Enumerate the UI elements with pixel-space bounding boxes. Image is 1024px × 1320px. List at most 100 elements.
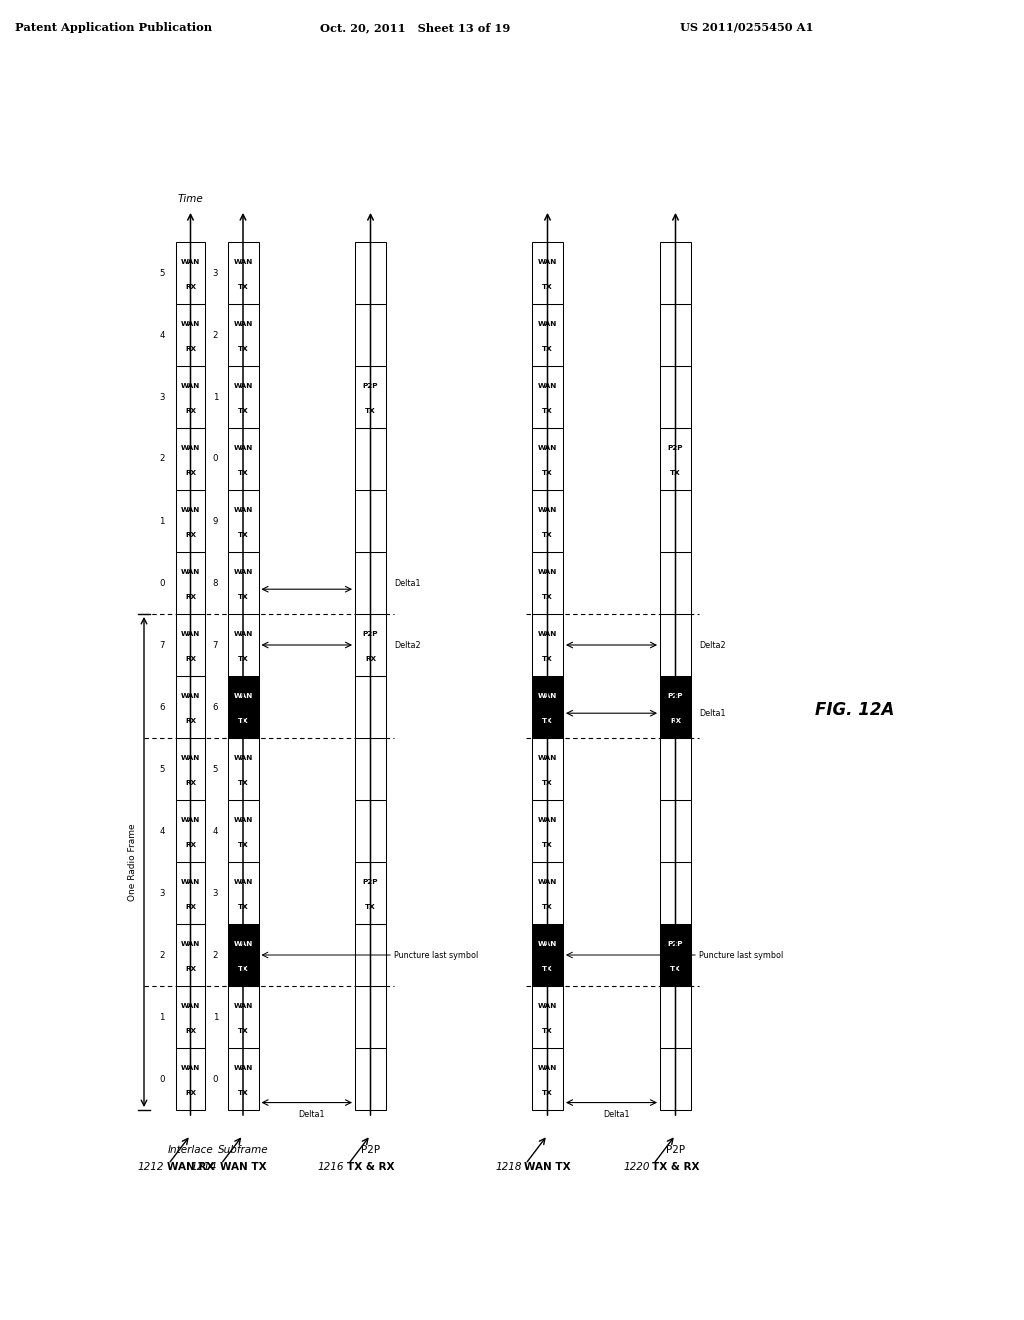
Text: WAN: WAN [538, 569, 557, 576]
Text: Patent Application Publication: Patent Application Publication [15, 22, 212, 33]
Text: TX: TX [238, 780, 249, 787]
Text: RX: RX [185, 1090, 196, 1096]
Bar [227, 924, 258, 986]
Bar [355, 614, 386, 676]
Bar [532, 304, 563, 366]
Text: 8: 8 [213, 578, 218, 587]
Text: 1: 1 [213, 392, 218, 401]
Text: Delta1: Delta1 [299, 1110, 325, 1118]
Text: TX: TX [238, 470, 249, 477]
Bar [532, 1048, 563, 1110]
Bar [660, 986, 691, 1048]
Text: TX: TX [542, 532, 553, 539]
Bar [660, 242, 691, 304]
Bar [227, 676, 258, 738]
Text: RX: RX [185, 780, 196, 787]
Text: WAN: WAN [181, 879, 200, 886]
Text: WAN: WAN [233, 1003, 253, 1010]
Bar [660, 614, 691, 676]
Text: WAN: WAN [538, 817, 557, 824]
Text: Delta2: Delta2 [699, 640, 726, 649]
Bar [660, 738, 691, 800]
Text: WAN: WAN [181, 693, 200, 700]
Text: WAN: WAN [538, 383, 557, 389]
Text: 7: 7 [160, 640, 165, 649]
Text: RX: RX [670, 718, 681, 725]
Text: TX: TX [238, 904, 249, 911]
Text: TX & RX: TX & RX [347, 1162, 394, 1172]
Text: 4: 4 [213, 826, 218, 836]
Bar [176, 1048, 205, 1110]
Text: WAN: WAN [233, 941, 253, 948]
Bar [176, 242, 205, 304]
Bar [660, 490, 691, 552]
Text: Oct. 20, 2011   Sheet 13 of 19: Oct. 20, 2011 Sheet 13 of 19 [319, 22, 510, 33]
Text: TX: TX [238, 718, 249, 725]
Bar [532, 366, 563, 428]
Bar [532, 490, 563, 552]
Bar [176, 428, 205, 490]
Text: P2P: P2P [362, 383, 378, 389]
Text: WAN: WAN [233, 445, 253, 451]
Text: 3: 3 [160, 888, 165, 898]
Text: RX: RX [185, 1028, 196, 1035]
Text: WAN: WAN [233, 383, 253, 389]
Bar [355, 552, 386, 614]
Text: WAN: WAN [538, 507, 557, 513]
Text: 1218: 1218 [495, 1162, 521, 1172]
Text: TX: TX [238, 656, 249, 663]
Text: RX: RX [185, 966, 196, 973]
Bar [227, 862, 258, 924]
Bar [660, 1048, 691, 1110]
Text: 2: 2 [160, 950, 165, 960]
Text: US 2011/0255450 A1: US 2011/0255450 A1 [680, 22, 813, 33]
Text: WAN TX: WAN TX [524, 1162, 570, 1172]
Text: 4: 4 [160, 330, 165, 339]
Text: 1: 1 [213, 1012, 218, 1022]
Text: 9: 9 [213, 516, 218, 525]
Text: WAN: WAN [538, 693, 557, 700]
Text: Delta1: Delta1 [699, 709, 725, 718]
Text: RX: RX [185, 346, 196, 352]
Text: WAN: WAN [538, 879, 557, 886]
Text: Delta1: Delta1 [603, 1110, 630, 1118]
Bar [355, 490, 386, 552]
Text: 1: 1 [160, 1012, 165, 1022]
Text: WAN: WAN [181, 445, 200, 451]
Text: WAN: WAN [538, 1003, 557, 1010]
Text: 0: 0 [160, 1074, 165, 1084]
Bar [227, 1048, 258, 1110]
Text: TX: TX [542, 656, 553, 663]
Bar [532, 738, 563, 800]
Text: RX: RX [185, 656, 196, 663]
Bar [176, 862, 205, 924]
Text: TX: TX [542, 966, 553, 973]
Text: TX: TX [238, 842, 249, 849]
Bar [227, 304, 258, 366]
Text: TX: TX [542, 1028, 553, 1035]
Text: TX & RX: TX & RX [651, 1162, 699, 1172]
Text: 3: 3 [213, 888, 218, 898]
Bar [532, 552, 563, 614]
Text: TX: TX [542, 470, 553, 477]
Text: WAN: WAN [538, 1065, 557, 1072]
Text: TX: TX [238, 532, 249, 539]
Text: WAN: WAN [538, 755, 557, 762]
Bar [660, 366, 691, 428]
Text: WAN: WAN [181, 755, 200, 762]
Bar [660, 676, 691, 738]
Text: TX: TX [238, 1090, 249, 1096]
Text: WAN: WAN [538, 322, 557, 327]
Text: Time: Time [177, 194, 204, 205]
Text: 1212: 1212 [138, 1162, 165, 1172]
Text: RX: RX [185, 904, 196, 911]
Bar [660, 862, 691, 924]
Text: Interlace: Interlace [168, 1144, 213, 1155]
Bar [355, 924, 386, 986]
Text: TX: TX [542, 594, 553, 601]
Text: TX: TX [366, 904, 376, 911]
Bar [176, 676, 205, 738]
Text: TX: TX [542, 1090, 553, 1096]
Text: TX: TX [542, 842, 553, 849]
Bar [355, 428, 386, 490]
